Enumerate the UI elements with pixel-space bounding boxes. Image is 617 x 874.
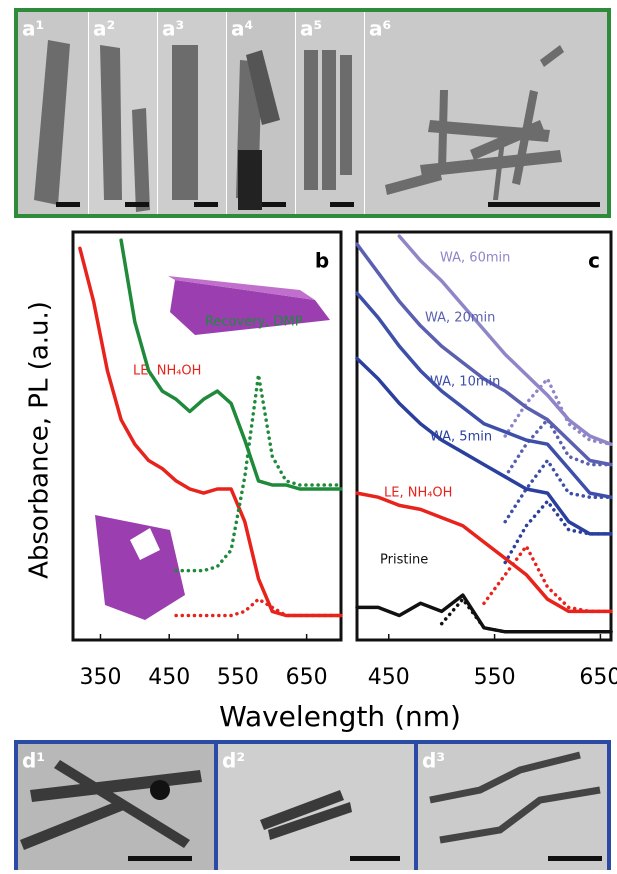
curve-label: Recovery, DMP [205,315,303,330]
panel-letter: b [315,249,329,273]
x-tick-label: 650 [286,665,328,690]
panel-label: d³ [422,749,445,773]
chart-frame [355,230,613,642]
pl-curve [174,597,343,618]
curve-label: WA, 10min [430,375,500,390]
panel-d: d¹ d² d³ [14,740,611,870]
absorbance-curve [397,234,613,446]
chart-frame [71,230,343,642]
pl-curve [503,458,613,524]
scale-bar [56,202,600,207]
absorbance-curve [355,356,613,536]
absorbance-curve [78,246,343,618]
panel-label: a⁵ [300,17,322,41]
panel-label: a² [93,17,115,41]
absorbance-curve [355,242,613,467]
curve-label: WA, 20min [425,311,495,326]
curve-label: LE, NH₄OH [133,364,201,379]
panel-label: d¹ [22,749,45,773]
panel-label: a⁶ [369,17,391,41]
molecular-model [95,276,330,620]
panel-letter: c [588,249,600,273]
pl-curve [503,417,613,479]
curve-label: LE, NH₄OH [384,486,452,501]
x-tick-label: 350 [79,665,121,690]
nanoplatelets [20,751,601,850]
micrograph [418,744,607,870]
nanoplatelets [34,40,564,212]
pl-curve [439,597,613,634]
panel-label: a³ [162,17,184,41]
curve-label: Pristine [380,553,428,568]
y-axis-label: Absorbance, PL (a.u.) [25,301,55,579]
absorbance-curve [119,238,343,491]
x-axis-label: Wavelength (nm) [219,700,461,733]
scale-bar [128,856,602,861]
x-tick-label: 550 [474,665,516,690]
pl-curve [503,499,613,565]
x-tick-label: 450 [368,665,410,690]
absorbance-curve [355,291,613,499]
panel-label: a¹ [22,17,44,41]
pl-curve [174,373,343,573]
curve-label: WA, 5min [430,430,492,445]
pl-curve [503,377,613,446]
pl-curve [482,544,613,614]
curve-label: WA, 60min [440,251,510,266]
absorbance-curve [355,491,613,614]
panel-a: a¹ a² a³ a⁴ a⁵ a⁶ [14,8,611,218]
x-tick-label: 650 [579,665,617,690]
panel-label: d² [222,749,245,773]
x-tick-label: 450 [148,665,190,690]
panel-label: a⁴ [231,17,253,41]
x-tick-label: 550 [217,665,259,690]
